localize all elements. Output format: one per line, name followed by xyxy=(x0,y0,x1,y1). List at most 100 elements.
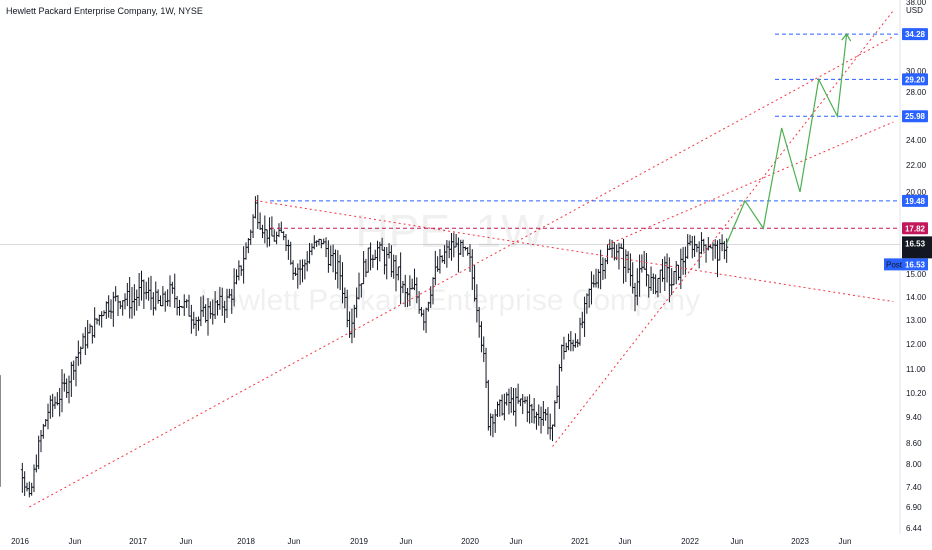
ohlc-bar xyxy=(86,320,90,349)
price-tick: 6.44 xyxy=(906,524,922,533)
time-tick: 2019 xyxy=(350,537,368,546)
level-label: 19.48 xyxy=(905,197,926,206)
post-price-bg xyxy=(902,258,928,271)
ohlc-bar xyxy=(46,403,50,430)
price-tick: 22.00 xyxy=(906,161,927,170)
watermark-symbol: HPE, 1W xyxy=(355,205,545,257)
ohlc-bar xyxy=(601,257,605,280)
ohlc-bar xyxy=(528,394,532,424)
ohlc-bar xyxy=(674,261,678,285)
price-tick: 15.00 xyxy=(906,270,927,279)
ohlc-bar xyxy=(27,481,31,498)
price-tick: 12.00 xyxy=(906,340,927,349)
ohlc-bar xyxy=(500,394,504,416)
ohlc-bar xyxy=(546,407,550,435)
price-tick: 8.00 xyxy=(906,460,922,469)
price-tick: 11.00 xyxy=(906,365,926,374)
ohlc-bar xyxy=(60,369,64,413)
level-label: 25.98 xyxy=(905,112,926,121)
ohlc-bar xyxy=(239,265,243,276)
ohlc-bar xyxy=(482,336,486,363)
post-tag: Post xyxy=(886,260,903,269)
ohlc-bar xyxy=(39,430,43,453)
ohlc-bar xyxy=(303,259,307,280)
ohlc-bar xyxy=(525,396,529,423)
level-label-bg xyxy=(902,194,928,207)
ohlc-bar xyxy=(560,344,564,372)
price-tick: 30.00 xyxy=(906,67,927,76)
ohlc-bar xyxy=(628,253,632,287)
ohlc-bar xyxy=(48,395,52,419)
ohlc-bar xyxy=(23,471,27,496)
ohlc-bar xyxy=(62,373,66,392)
ohlc-bar xyxy=(498,399,502,417)
current-price-value: 16.53 xyxy=(905,239,926,248)
price-tick: 7.40 xyxy=(906,483,922,492)
ohlc-bar xyxy=(67,375,71,404)
ohlc-bar xyxy=(30,482,34,496)
ohlc-bar xyxy=(677,264,681,281)
ohlc-bar xyxy=(521,394,525,415)
ohlc-bar xyxy=(65,378,69,398)
current-price-bg xyxy=(902,236,932,259)
ohlc-bar xyxy=(237,260,241,281)
current-price-countdown: 2d 21h xyxy=(905,248,929,257)
ohlc-bar xyxy=(90,325,94,344)
horizontal-levels xyxy=(270,33,900,229)
ohlc-bar xyxy=(25,482,29,492)
trend-lines xyxy=(29,10,894,508)
time-tick: 2016 xyxy=(11,537,29,546)
ohlc-bar xyxy=(553,400,557,427)
projection-line xyxy=(726,34,848,244)
ohlc-bar xyxy=(493,409,497,433)
price-tick: 10.20 xyxy=(906,389,927,398)
ohlc-bar xyxy=(562,336,566,360)
price-tick: 8.60 xyxy=(906,439,922,448)
time-tick: 2021 xyxy=(571,537,589,546)
level-label-bg xyxy=(902,73,928,86)
ohlc-bar xyxy=(88,323,92,334)
projection-path xyxy=(726,33,852,244)
price-tick: 24.00 xyxy=(906,136,927,145)
time-tick: Jun xyxy=(510,537,523,546)
level-label: 17.82 xyxy=(905,224,926,233)
chart-title: Hewlett Packard Enterprise Company, 1W, … xyxy=(6,6,203,16)
level-label-bg xyxy=(902,28,928,41)
ohlc-bar xyxy=(34,454,38,473)
ohlc-bar xyxy=(32,464,36,493)
price-tick: 13.00 xyxy=(906,316,927,325)
time-tick: 2018 xyxy=(237,537,255,546)
time-tick: Jun xyxy=(400,537,413,546)
ohlc-bar xyxy=(364,258,368,278)
ohlc-bar xyxy=(298,259,302,285)
time-tick: 2017 xyxy=(129,537,147,546)
time-tick: 2023 xyxy=(791,537,809,546)
ohlc-bars xyxy=(0,194,729,498)
time-tick: Jun xyxy=(839,537,852,546)
ohlc-bar xyxy=(518,398,522,407)
ohlc-bar xyxy=(479,321,483,353)
ohlc-bar xyxy=(537,404,541,426)
time-tick: 2020 xyxy=(461,537,479,546)
ohlc-bar xyxy=(235,269,238,285)
ohlc-bar xyxy=(79,346,83,365)
ohlc-bar xyxy=(81,333,85,349)
ohlc-bar xyxy=(74,356,78,387)
time-axis[interactable]: 2016 Jun 2017 Jun 2018 Jun 2019 Jun 2020 Jun 2021 J… xyxy=(11,537,851,546)
ohlc-bar xyxy=(491,414,495,438)
ohlc-bar xyxy=(557,364,561,409)
ohlc-bar xyxy=(69,361,73,397)
time-tick: Jun xyxy=(288,537,301,546)
ohlc-bar xyxy=(551,424,554,442)
time-tick: Jun xyxy=(69,537,82,546)
time-tick: Jun xyxy=(731,537,744,546)
price-tick: 38.00 xyxy=(906,0,927,7)
ohlc-bar xyxy=(532,397,536,424)
time-tick: Jun xyxy=(180,537,193,546)
post-tag-bg xyxy=(884,258,904,271)
ohlc-bar xyxy=(567,333,571,351)
ohlc-bar xyxy=(58,387,62,417)
ohlc-bar xyxy=(502,393,506,421)
